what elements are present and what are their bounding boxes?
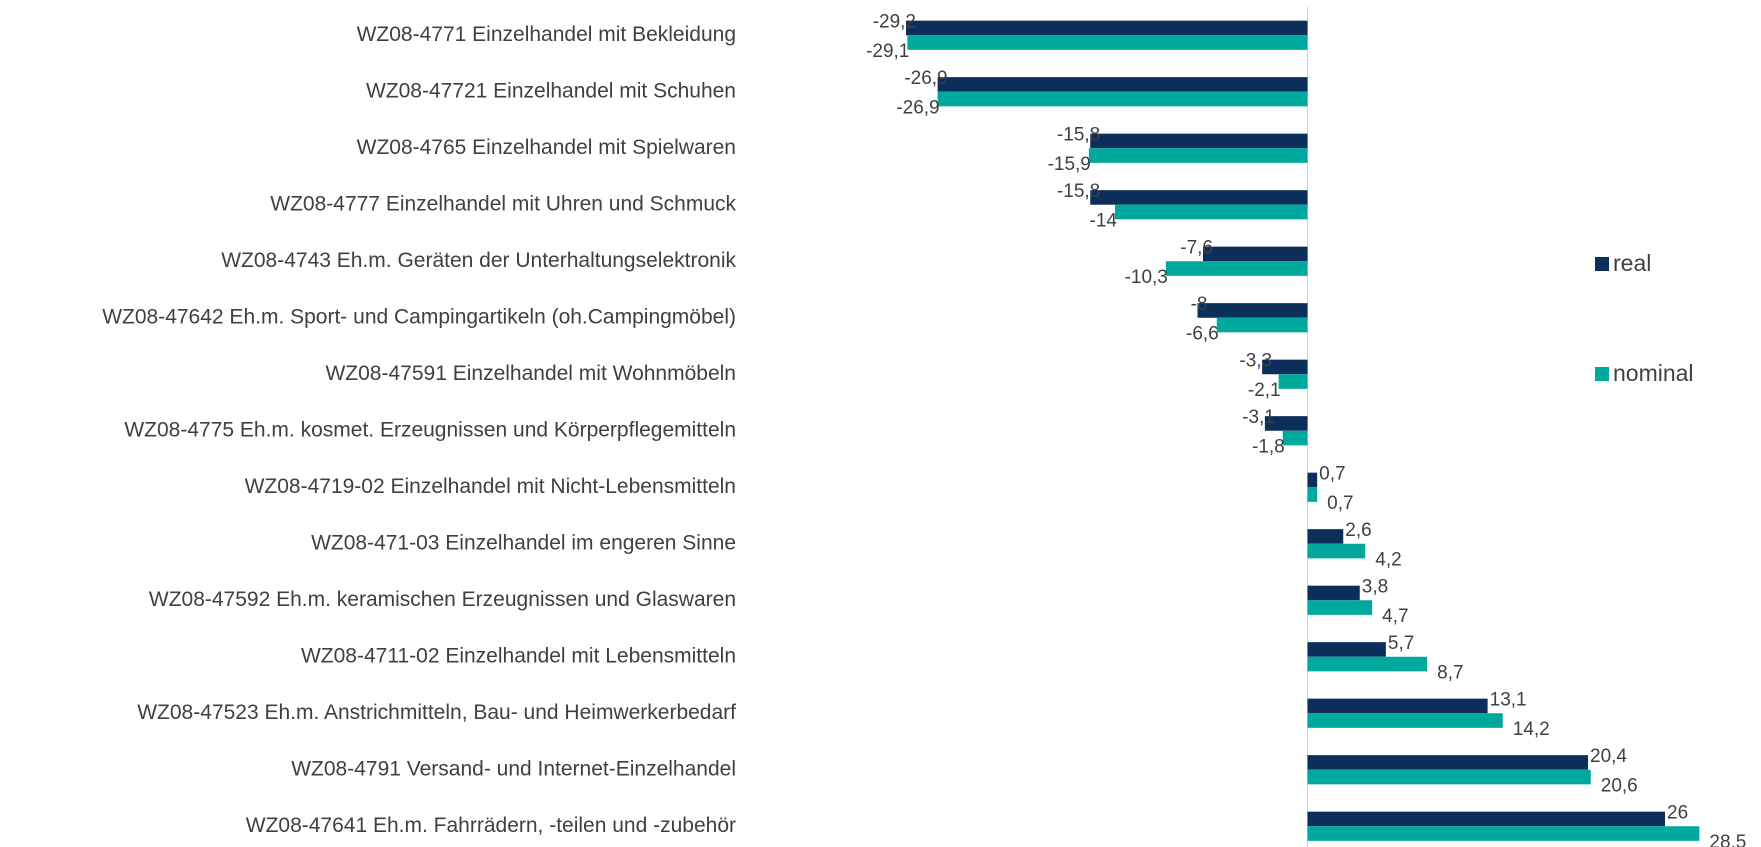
data-label: 28,5 <box>1709 832 1746 847</box>
bar <box>1307 755 1588 770</box>
data-label: 13,1 <box>1490 690 1527 711</box>
bar <box>1307 769 1591 785</box>
bar <box>937 91 1308 107</box>
bar <box>1307 811 1665 827</box>
bar <box>1307 656 1428 672</box>
data-label: -14 <box>1090 210 1118 231</box>
data-label: -15,8 <box>1057 181 1100 202</box>
bar <box>1307 585 1360 601</box>
data-label: -6,6 <box>1186 323 1219 344</box>
category-label: WZ08-4711-02 Einzelhandel mit Lebensmitt… <box>301 644 736 667</box>
bar <box>1090 133 1308 149</box>
bar <box>1216 317 1308 333</box>
data-label: 0,7 <box>1327 493 1353 514</box>
category-label: WZ08-47642 Eh.m. Sport- und Campingartik… <box>102 305 736 328</box>
data-label: 20,6 <box>1601 775 1638 796</box>
category-label: WZ08-471-03 Einzelhandel im engeren Sinn… <box>311 531 736 554</box>
data-label: 3,8 <box>1362 577 1388 598</box>
bar <box>1090 190 1308 205</box>
data-label: 2,6 <box>1345 520 1371 541</box>
category-label: WZ08-4719-02 Einzelhandel mit Nicht-Lebe… <box>245 475 736 498</box>
bar <box>1307 472 1318 488</box>
legend-swatch <box>1595 257 1609 271</box>
category-label: WZ08-47591 Einzelhandel mit Wohnmöbeln <box>325 362 736 385</box>
bar <box>1307 529 1344 544</box>
bar <box>1197 303 1308 318</box>
data-label: 26 <box>1667 803 1688 824</box>
category-label: WZ08-47641 Eh.m. Fahrrädern, -teilen und… <box>246 814 736 837</box>
category-label: WZ08-4765 Einzelhandel mit Spielwaren <box>357 136 736 159</box>
bar <box>1165 261 1308 276</box>
data-label: 4,7 <box>1382 606 1408 627</box>
data-label: -29,1 <box>866 41 909 62</box>
bar <box>1088 148 1308 163</box>
data-label: 8,7 <box>1437 662 1463 683</box>
bar <box>1203 246 1308 262</box>
data-label: -3,3 <box>1239 351 1272 372</box>
data-label: -26,9 <box>904 68 947 89</box>
data-label: -8 <box>1191 294 1208 315</box>
category-label: WZ08-4777 Einzelhandel mit Uhren und Sch… <box>270 192 736 215</box>
legend-label: nominal <box>1613 360 1694 386</box>
data-label: -15,8 <box>1057 125 1100 146</box>
bar <box>1307 487 1318 502</box>
category-label: WZ08-47721 Einzelhandel mit Schuhen <box>366 79 736 102</box>
legend-label: real <box>1613 250 1651 276</box>
category-label: WZ08-4743 Eh.m. Geräten der Unterhaltung… <box>221 249 736 272</box>
bar <box>1307 600 1373 615</box>
data-label: -15,9 <box>1048 154 1091 175</box>
data-label: -2,1 <box>1248 380 1281 401</box>
category-label: WZ08-4775 Eh.m. kosmet. Erzeugnissen und… <box>124 418 736 441</box>
data-label: 20,4 <box>1590 746 1627 767</box>
category-label: WZ08-47592 Eh.m. keramischen Erzeugnisse… <box>149 588 736 611</box>
category-label: WZ08-47523 Eh.m. Anstrichmitteln, Bau- u… <box>137 701 736 724</box>
bar <box>1262 359 1308 375</box>
data-label: -1,8 <box>1252 436 1285 457</box>
bar <box>1307 698 1488 714</box>
bar <box>1282 430 1308 446</box>
data-label: -7,6 <box>1180 238 1213 259</box>
bar <box>1278 374 1308 389</box>
bar <box>937 77 1308 92</box>
data-label: -3,1 <box>1242 407 1275 428</box>
category-label: WZ08-4791 Versand- und Internet-Einzelha… <box>291 757 736 780</box>
data-label: 4,2 <box>1375 549 1401 570</box>
data-label: 5,7 <box>1388 633 1414 654</box>
data-label: -26,9 <box>896 97 939 118</box>
data-label: 14,2 <box>1513 719 1550 740</box>
bar <box>907 35 1308 50</box>
data-label: -10,3 <box>1125 267 1168 288</box>
bar <box>1264 416 1308 431</box>
bar <box>1307 826 1700 841</box>
bar <box>1307 543 1366 559</box>
bar <box>1307 642 1386 657</box>
data-label: 0,7 <box>1319 464 1345 485</box>
bar <box>906 20 1308 36</box>
bar <box>1115 204 1308 220</box>
data-label: -29,2 <box>873 12 916 33</box>
bar <box>1307 713 1503 728</box>
category-label: WZ08-4771 Einzelhandel mit Bekleidung <box>357 23 736 46</box>
legend-swatch <box>1595 367 1609 381</box>
